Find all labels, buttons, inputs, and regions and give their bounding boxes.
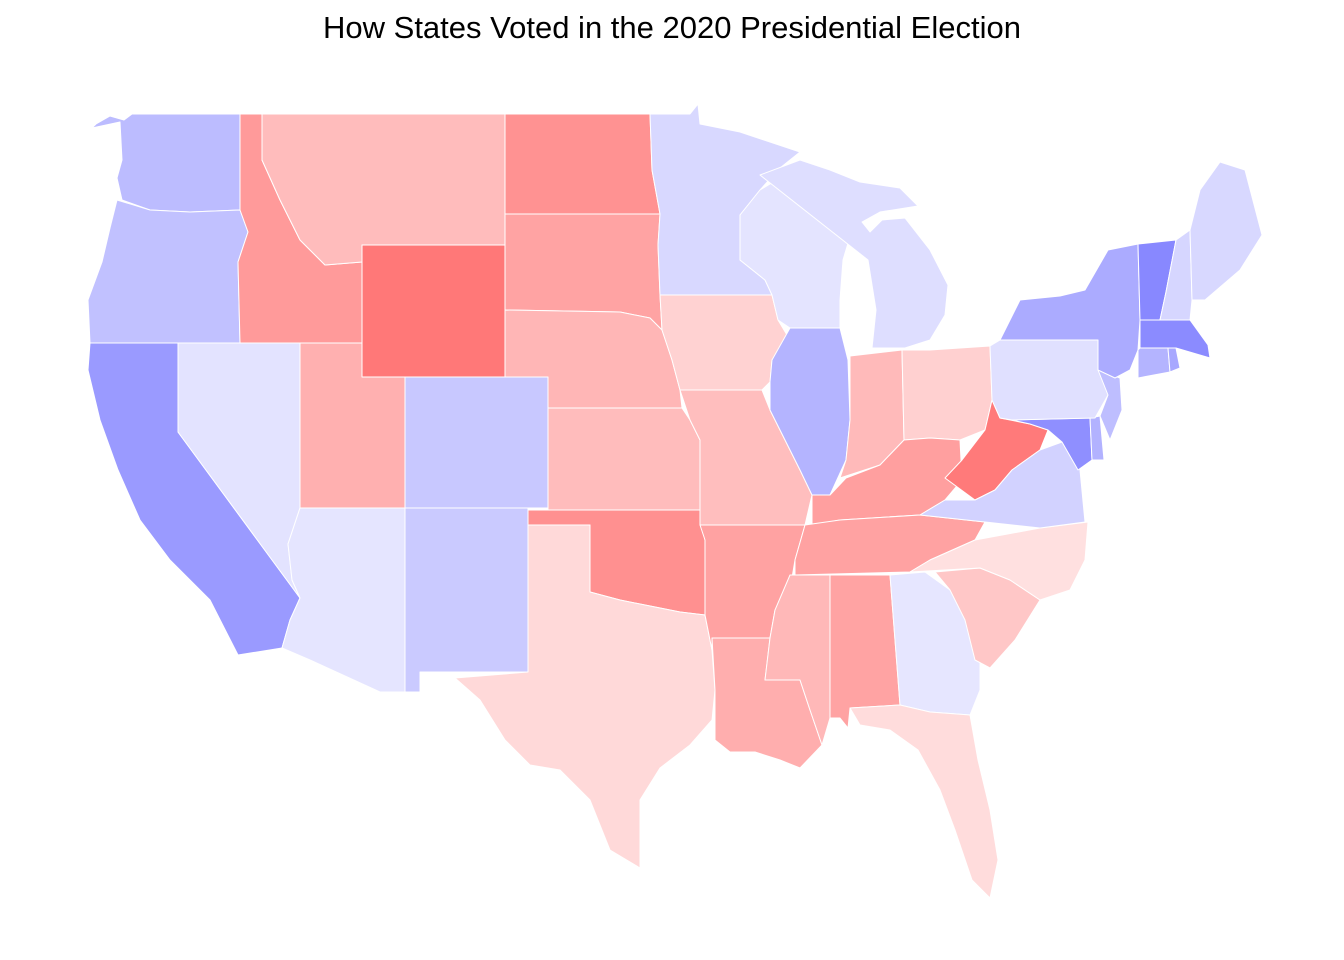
- state-washington[interactable]: [91, 113, 241, 213]
- state-florida[interactable]: [849, 704, 999, 899]
- state-north-carolina[interactable]: [909, 521, 1089, 601]
- map-title: How States Voted in the 2020 Presidentia…: [323, 10, 1021, 45]
- state-colorado[interactable]: [404, 376, 549, 509]
- state-wyoming[interactable]: [361, 244, 506, 378]
- state-arizona[interactable]: [281, 507, 406, 693]
- state-georgia[interactable]: [889, 571, 981, 716]
- state-texas[interactable]: [454, 524, 716, 869]
- state-maine[interactable]: [1189, 161, 1263, 301]
- state-virginia[interactable]: [919, 441, 1086, 529]
- state-pennsylvania[interactable]: [989, 339, 1111, 421]
- state-michigan[interactable]: [759, 159, 949, 349]
- state-connecticut[interactable]: [1137, 347, 1171, 379]
- state-alabama[interactable]: [829, 574, 901, 729]
- state-new-jersey[interactable]: [1097, 369, 1123, 441]
- state-north-dakota[interactable]: [504, 113, 661, 215]
- state-oregon[interactable]: [87, 199, 249, 344]
- state-kansas[interactable]: [547, 407, 701, 511]
- state-ohio[interactable]: [901, 345, 993, 441]
- state-new-mexico[interactable]: [404, 507, 529, 693]
- state-rhode-island[interactable]: [1167, 347, 1181, 373]
- state-delaware[interactable]: [1089, 415, 1105, 461]
